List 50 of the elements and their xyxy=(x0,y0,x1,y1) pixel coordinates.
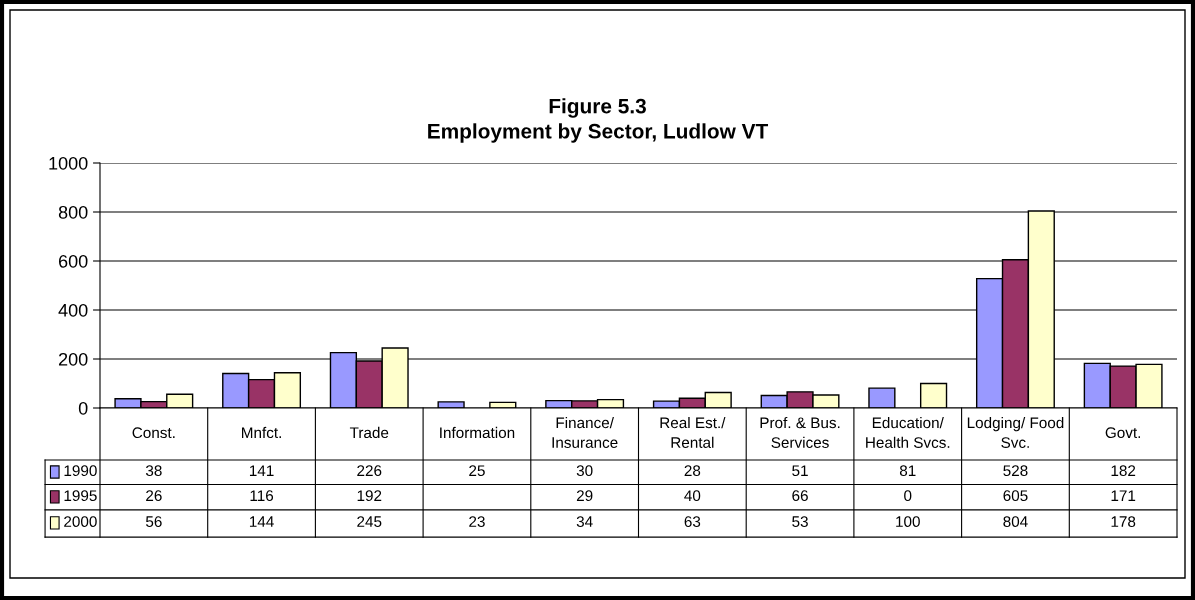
x-tick-label: Real Est./ Rental xyxy=(660,416,726,448)
x-tick-label: Trade xyxy=(349,426,389,439)
legend-label: 1995 xyxy=(64,490,97,502)
data-label: 56 xyxy=(145,516,162,528)
data-label: 804 xyxy=(1003,516,1028,528)
data-label: 26 xyxy=(146,490,162,502)
y-tick-label: 200 xyxy=(58,352,88,366)
data-label: 30 xyxy=(576,465,593,477)
data-label: 245 xyxy=(357,516,382,528)
y-tick-label: 1000 xyxy=(49,156,88,170)
y-tick-label: 800 xyxy=(58,205,88,219)
y-tick-label: 600 xyxy=(58,254,88,268)
data-label: 81 xyxy=(899,465,916,477)
x-tick-label: Information xyxy=(440,426,515,439)
data-label: 116 xyxy=(250,490,274,502)
data-label: 28 xyxy=(684,465,701,477)
data-label: 40 xyxy=(684,490,701,502)
data-label: 51 xyxy=(792,465,808,477)
data-label: 178 xyxy=(1111,516,1136,528)
x-tick-label: Prof. & Bus. Services xyxy=(760,416,840,448)
data-label: 63 xyxy=(684,516,701,528)
x-tick-label: Education/ Health Svcs. xyxy=(866,416,950,448)
x-tick-label: Const. xyxy=(132,427,175,439)
legend-label: 2000 xyxy=(64,516,97,528)
data-label: 29 xyxy=(576,490,593,502)
data-label: 226 xyxy=(357,465,382,477)
data-label: 100 xyxy=(896,516,920,528)
data-label: 0 xyxy=(904,490,912,502)
x-tick-label: Lodging/ Food Svc. xyxy=(967,416,1064,448)
data-label: 171 xyxy=(1111,490,1136,501)
x-tick-label: Mnfct. xyxy=(242,426,281,439)
data-label: 141 xyxy=(249,465,274,476)
chart-title: Figure 5.3 xyxy=(549,98,646,118)
data-label: 182 xyxy=(1111,465,1136,477)
data-label: 528 xyxy=(1003,465,1028,477)
data-label: 25 xyxy=(469,465,485,477)
data-label: 38 xyxy=(145,465,162,477)
data-label: 144 xyxy=(249,516,274,527)
data-label: 23 xyxy=(469,516,485,528)
x-tick-label: Govt. xyxy=(1105,427,1141,439)
data-label: 605 xyxy=(1003,490,1028,502)
y-tick-label: 0 xyxy=(78,401,88,415)
chart-subtitle: Employment by Sector, Ludlow VT xyxy=(428,123,769,143)
y-tick-label: 400 xyxy=(58,303,88,317)
data-label: 53 xyxy=(792,516,808,528)
data-label: 66 xyxy=(792,490,808,502)
data-label: 192 xyxy=(357,490,382,502)
data-label: 34 xyxy=(576,516,593,528)
legend-label: 1990 xyxy=(64,465,97,477)
x-tick-label: Finance/ Insurance xyxy=(552,416,618,448)
